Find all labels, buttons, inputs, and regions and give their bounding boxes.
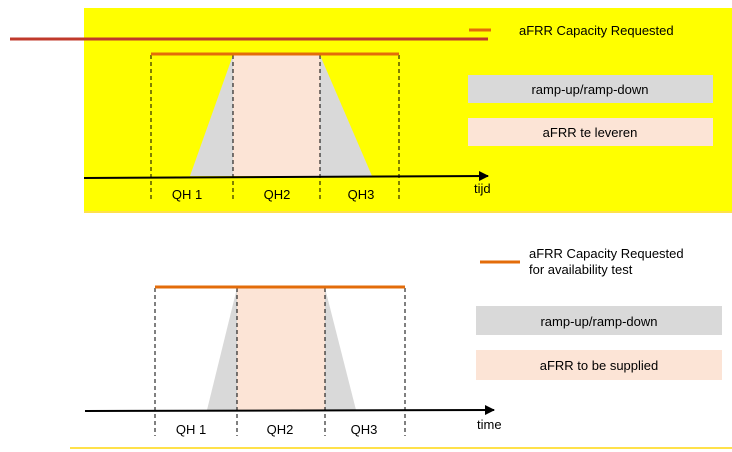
top-panel: tijd QH 1 QH2 QH3 aFRR Capacity Requeste…: [10, 8, 732, 213]
top-period-label-1: QH 1: [172, 187, 202, 202]
bottom-legend-ramp-box: [476, 306, 722, 335]
top-period-label-3: QH3: [348, 187, 375, 202]
bottom-axis-label: time: [477, 417, 502, 432]
bottom-period-label-1: QH 1: [176, 422, 206, 437]
top-legend-ramp-box: [468, 75, 713, 103]
top-legend-supply-label: aFRR te leveren: [543, 125, 638, 140]
top-axis-label: tijd: [474, 181, 491, 196]
bottom-period-label-3: QH3: [351, 422, 378, 437]
top-legend-capacity-label: aFRR Capacity Requested: [519, 23, 674, 38]
bottom-legend-supply-box: [476, 350, 722, 380]
top-legend-ramp-label: ramp-up/ramp-down: [531, 82, 648, 97]
bottom-legend-supply-label: aFRR to be supplied: [540, 358, 659, 373]
bottom-panel: time QH 1 QH2 QH3 aFRR Capacity Requeste…: [70, 246, 732, 449]
top-legend-supply-box: [468, 118, 713, 146]
bottom-supply-area: [237, 288, 325, 410]
bottom-time-axis: [84, 405, 495, 416]
bottom-period-label-2: QH2: [267, 422, 294, 437]
top-period-label-2: QH2: [264, 187, 291, 202]
bottom-legend-ramp-label: ramp-up/ramp-down: [540, 314, 657, 329]
bottom-legend-capacity-label-line2: for availability test: [529, 262, 633, 277]
bottom-legend-capacity-label-line1: aFRR Capacity Requested: [529, 246, 684, 261]
top-supply-area: [233, 55, 320, 176]
top-time-axis: [83, 171, 489, 182]
